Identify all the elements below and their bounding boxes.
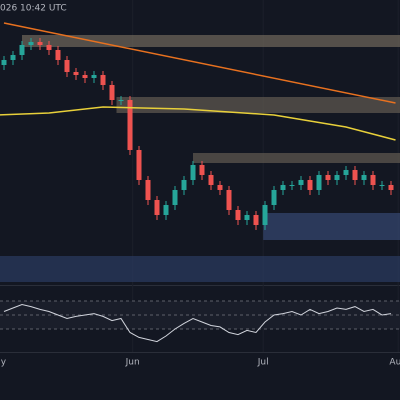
candle-body [163,205,169,215]
candle-body [235,210,241,220]
zone [193,153,400,163]
candle-body [1,60,7,65]
candle-body [91,75,97,78]
candle-body [10,55,16,60]
candle-body [190,165,196,180]
candle-body [199,165,205,175]
x-tick-label: Aug [389,358,400,368]
candle-body [127,100,133,150]
candle-body [262,205,268,225]
candle-body [289,185,295,186]
candle-body [334,175,340,180]
zone [0,256,400,282]
candle-body [253,215,259,225]
candle-body [352,170,358,180]
candle-body [82,75,88,78]
candle-body [208,175,214,185]
candle-body [136,150,142,180]
candle-body [325,175,331,180]
candle-body [55,50,61,60]
candle-body [181,180,187,190]
candle-body [298,180,304,185]
candle-body [37,42,43,45]
overlay-line [3,22,396,104]
candle-body [271,190,277,205]
x-tick-label: Jul [257,358,269,368]
candle-body [370,175,376,185]
candle-body [316,175,322,190]
candle-body [64,60,70,72]
x-tick-label: Jun [125,358,140,368]
zone [22,35,400,47]
x-tick-label: May [0,358,7,368]
zone [116,97,400,113]
timestamp: 026 10:42 UTC [0,4,67,14]
candle-body [154,200,160,215]
candle-body [217,185,223,190]
rsi-line [3,303,392,343]
candle-body [109,85,115,100]
overlay-line [0,106,396,141]
candle-body [379,185,385,186]
candle-body [118,100,124,101]
candle-body [100,75,106,85]
zone [263,213,400,240]
candle-body [73,72,79,75]
candle-body [226,190,232,210]
candle-body [361,175,367,180]
candle-body [307,180,313,190]
candle-body [28,42,34,45]
candle-body [172,190,178,205]
candle-body [280,185,286,190]
candle-body [19,45,25,55]
candle-body [46,45,52,50]
candle-body [343,170,349,175]
candle-body [145,180,151,200]
candle-body [244,215,250,220]
candle-body [388,185,394,190]
